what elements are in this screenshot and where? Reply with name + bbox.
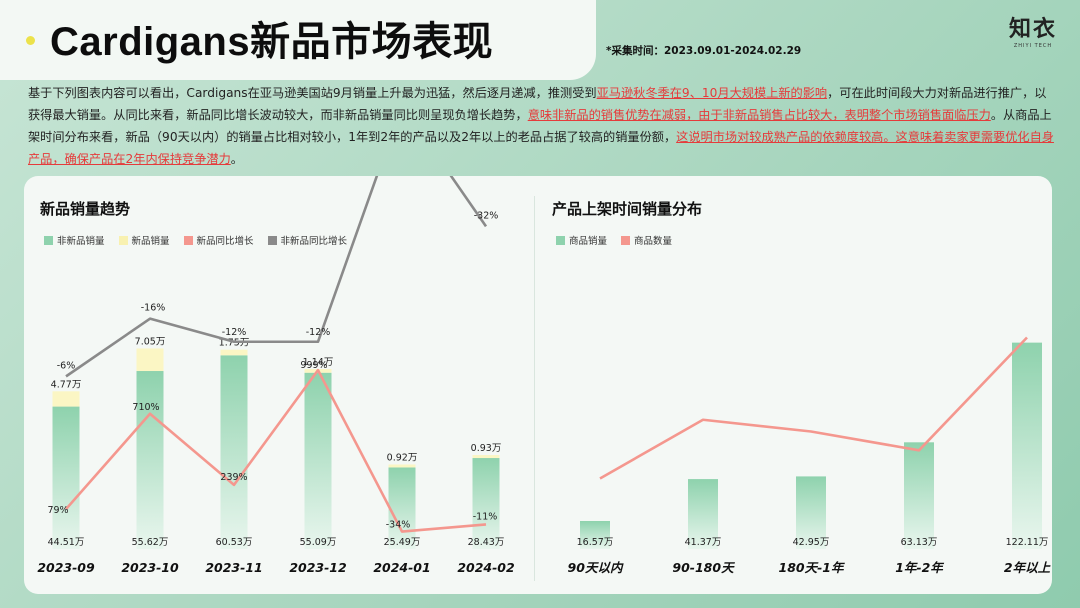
label-non-new-sales: 55.62万 xyxy=(132,537,169,548)
desc-text-2: ，可在此时间段大力对新品进行推广，以获得最大销量。从同比来看，新品同比增长波动较… xyxy=(28,86,1047,122)
legend-swatch xyxy=(267,235,277,245)
legend-label: 商品销量 xyxy=(569,236,608,247)
logo-subtitle: ZHIYI TECH xyxy=(1013,43,1053,49)
label-new-sales: 0.92万 xyxy=(387,452,418,463)
bar-product-sales xyxy=(904,442,934,549)
legend-item-new-sales: 新品销量 xyxy=(118,233,170,247)
label-new-sales: 7.05万 xyxy=(135,336,166,347)
left-chart-legend: 非新品销量 新品销量 新品同比增长 非新品同比增长 xyxy=(44,233,361,247)
bar-non-new-sales xyxy=(136,371,164,549)
label-new-yoy: -34% xyxy=(386,520,411,531)
legend-label: 商品数量 xyxy=(634,236,673,247)
label-new-yoy: 999% xyxy=(300,360,327,371)
bar-product-sales xyxy=(688,479,718,549)
label-new-yoy: 79% xyxy=(47,505,68,516)
line-non-new-yoy xyxy=(65,176,488,378)
legend-label: 新品销量 xyxy=(131,236,170,247)
bar-non-new-sales xyxy=(304,372,332,549)
bar-new-sales xyxy=(388,464,416,468)
label-non-new-yoy: -16% xyxy=(141,303,166,314)
legend-swatch xyxy=(44,235,53,245)
bar-non-new-sales xyxy=(52,406,80,549)
legend-item-product-sales: 商品销量 xyxy=(556,233,607,247)
label-non-new-sales: 44.51万 xyxy=(48,537,85,548)
legend-item-product-count: 商品数量 xyxy=(621,233,672,247)
label-non-new-yoy: -6% xyxy=(57,360,76,371)
label-product-sales: 42.95万 xyxy=(793,537,830,548)
label-new-sales: 1.75万 xyxy=(219,338,250,349)
bullet-dot xyxy=(26,36,35,45)
bar-product-sales xyxy=(796,476,826,549)
bar-new-sales xyxy=(472,455,500,459)
desc-highlight-2: 意味非新品的销售优势在减弱，由于非新品销售占比较大，表明整个市场销售面临压力 xyxy=(527,108,991,122)
x-tick-label: 2023-10 xyxy=(121,560,179,575)
label-non-new-yoy: -12% xyxy=(222,327,247,338)
bar-new-sales xyxy=(220,349,248,356)
listing-time-chart: 16.57万 90天以内 41.37万 90-180天 42.95万 180天-1年 63.… xyxy=(568,336,1051,575)
label-non-new-sales: 25.49万 xyxy=(384,537,421,548)
label-non-new-yoy: -12% xyxy=(306,327,331,338)
legend-swatch xyxy=(118,235,128,245)
label-non-new-yoy: -32% xyxy=(474,210,499,221)
brand-logo: 知衣 ZHIYI TECH xyxy=(1004,18,1062,58)
desc-text-3: 。从商品上架时间分布来看，新品（90天以内）的销量占比相对较小，1年到2年的产品… xyxy=(28,108,1052,144)
title-panel: Cardigans新品市场表现 xyxy=(0,0,596,80)
label-non-new-sales: 60.53万 xyxy=(216,537,253,548)
x-tick-label: 90-180天 xyxy=(672,560,735,575)
x-tick-label: 180天-1年 xyxy=(779,560,845,575)
label-product-sales: 122.11万 xyxy=(1006,537,1049,548)
card-divider xyxy=(534,196,535,581)
legend-label: 非新品销量 xyxy=(57,236,105,247)
line-product-count xyxy=(599,336,1028,480)
legend-item-non-new-yoy: 非新品同比增长 xyxy=(267,233,348,247)
legend-swatch xyxy=(556,235,565,245)
legend-label: 新品同比增长 xyxy=(196,236,254,247)
label-product-sales: 16.57万 xyxy=(577,537,614,548)
x-tick-label: 2023-11 xyxy=(205,560,262,575)
desc-text-1: 基于下列图表内容可以看出，Cardigans在亚马逊美国站9月销量上升最为迅猛，… xyxy=(28,86,597,100)
desc-text-4: 。 xyxy=(230,152,243,166)
bar-new-sales xyxy=(52,391,80,407)
legend-swatch xyxy=(621,235,631,245)
sales-trend-chart: 4.77万 44.51万 2023-09 7.05万 55.62万 2023-10 1.75… xyxy=(37,176,515,575)
label-non-new-sales: 28.43万 xyxy=(468,537,505,548)
label-new-sales: 1.14万 xyxy=(303,357,334,368)
x-tick-label: 2年以上 xyxy=(1004,560,1051,575)
x-tick-label: 2023-09 xyxy=(37,560,95,575)
x-tick-label: 90天以内 xyxy=(568,560,624,575)
legend-swatch xyxy=(183,235,193,245)
line-new-yoy xyxy=(65,368,487,533)
collection-date: *采集时间：2023.09.01-2024.02.29 xyxy=(606,45,802,57)
label-non-new-sales: 55.09万 xyxy=(300,537,337,548)
x-tick-label: 1年-2年 xyxy=(895,560,944,575)
bar-product-sales xyxy=(580,520,610,549)
desc-highlight-1: 亚马逊秋冬季在9、10月大规模上新的影响 xyxy=(596,86,828,100)
charts-card: 新品销量趋势 非新品销量 新品销量 新品同比增长 非新品同比增长 产品上架时间销… xyxy=(24,176,1052,594)
bar-product-sales xyxy=(1012,342,1042,549)
label-new-sales: 4.77万 xyxy=(51,379,82,390)
label-product-sales: 41.37万 xyxy=(685,537,722,548)
label-new-sales: 0.93万 xyxy=(471,443,502,454)
right-chart-legend: 商品销量 商品数量 xyxy=(556,233,686,247)
bar-non-new-sales xyxy=(472,458,500,549)
page-title: Cardigans新品市场表现 xyxy=(50,20,494,64)
x-tick-label: 2024-02 xyxy=(457,560,514,575)
legend-label: 非新品同比增长 xyxy=(280,236,348,247)
bar-new-sales xyxy=(136,348,164,372)
left-chart-title: 新品销量趋势 xyxy=(40,200,131,218)
label-new-yoy: -11% xyxy=(473,511,498,522)
bar-non-new-sales xyxy=(220,355,248,549)
label-product-sales: 63.13万 xyxy=(901,537,938,548)
right-chart-title: 产品上架时间销量分布 xyxy=(552,200,703,218)
x-tick-label: 2024-01 xyxy=(373,560,430,575)
legend-item-new-yoy: 新品同比增长 xyxy=(183,233,254,247)
analysis-paragraph: 基于下列图表内容可以看出，Cardigans在亚马逊美国站9月销量上升最为迅猛，… xyxy=(28,82,1058,170)
label-new-yoy: 710% xyxy=(132,402,159,413)
x-tick-label: 2023-12 xyxy=(289,560,346,575)
bar-non-new-sales xyxy=(388,467,416,549)
legend-item-non-new-sales: 非新品销量 xyxy=(44,233,105,247)
desc-highlight-3: 这说明市场对较成熟产品的依赖度较高。这意味着卖家更需要优化自身产品，确保产品在2… xyxy=(28,130,1054,166)
logo-mark: 知衣 xyxy=(1008,17,1057,42)
label-new-yoy: 239% xyxy=(220,472,247,483)
